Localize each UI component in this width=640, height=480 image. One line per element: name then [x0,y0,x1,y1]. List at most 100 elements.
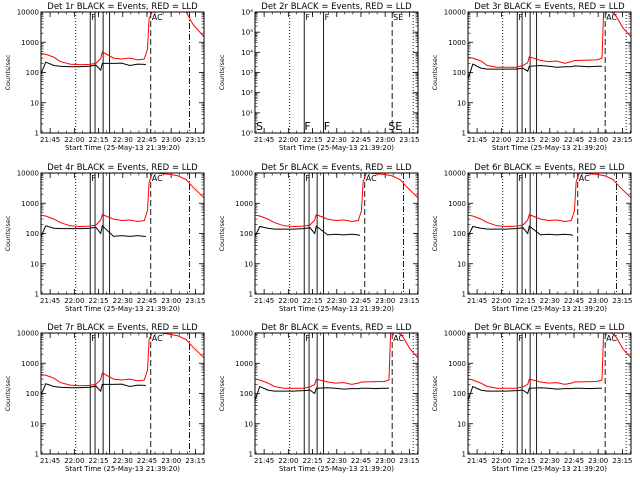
marker-label: AC [152,174,163,183]
x-tick-label: 22:15 [302,136,322,144]
x-tick-label: 23:00 [161,457,181,465]
x-tick-label: 22:00 [491,136,511,144]
y-tick-label: 1 [462,291,466,299]
y-tick-label: 100 [453,390,466,398]
y-tick-label: 100 [453,230,466,238]
plot-frame [254,332,419,455]
x-tick-label: 22:45 [137,297,157,305]
panel-5: Det 5r BLACK = Events, RED = LLD Counts/s… [218,163,419,313]
panel-title: Det 4r BLACK = Events, RED = LLD [47,163,198,173]
y-tick-label: 1000 [21,360,39,368]
panel-2: Det 2r BLACK = Events, RED = LLD Counts/s… [218,2,419,152]
panel-8: Det 8r BLACK = Events, RED = LLD Counts/s… [218,323,419,473]
series-events-line [41,61,147,75]
y-axis-label: Counts/sec [218,54,226,90]
x-tick-label: 22:00 [64,457,84,465]
x-tick-label: 22:45 [351,136,371,144]
panel-1: Det 1r BLACK = Events, RED = LLD Counts/s… [4,2,205,152]
x-tick-label: 21:45 [254,297,274,305]
series-lld-line [41,12,204,66]
y-tick-label: 10⁴ [241,49,253,57]
marker-label-bottom: F [304,120,310,133]
marker-label: AC [606,334,617,343]
x-tick-label: 23:15 [185,136,205,144]
marker-label: F [325,13,330,22]
y-tick-label: 10000 [17,330,39,338]
x-axis-label: Start Time (25-May-13 21:39:20) [279,465,394,473]
marker-label: F [91,174,96,183]
y-tick-label: 10000 [444,330,466,338]
x-axis-label: Start Time (25-May-13 21:39:20) [279,305,394,313]
series-events-line [255,385,389,401]
x-tick-label: 22:15 [88,297,108,305]
plot-frame [254,172,419,295]
y-tick-label: 10 [30,99,39,107]
plot-frame [254,11,419,134]
series-events-line [468,385,602,401]
x-tick-label: 22:45 [564,457,584,465]
panel-9: Det 9r BLACK = Events, RED = LLD Counts/s… [431,323,632,473]
x-tick-label: 22:45 [564,136,584,144]
y-tick-label: 10000 [231,170,253,178]
x-tick-label: 22:15 [302,297,322,305]
y-tick-label: 1 [35,291,39,299]
y-tick-label: 100 [26,69,39,77]
y-tick-label: 100 [26,390,39,398]
y-tick-label: 10³ [241,69,253,77]
x-tick-label: 22:45 [137,136,157,144]
marker-label-bottom: SE [388,120,402,133]
plot-frame [40,172,205,295]
y-tick-label: 10 [244,420,253,428]
x-tick-label: 22:30 [113,457,133,465]
series-lld-line [468,333,631,389]
y-tick-label: 1000 [448,360,466,368]
x-tick-label: 21:45 [254,457,274,465]
y-tick-label: 1000 [448,200,466,208]
x-tick-label: 22:30 [113,136,133,144]
series-lld-line [468,12,631,68]
y-tick-label: 10 [457,99,466,107]
panel-title: Det 1r BLACK = Events, RED = LLD [47,2,198,12]
y-axis-label: Counts/sec [4,375,12,411]
x-tick-label: 23:00 [375,136,395,144]
marker-label: AC [366,174,377,183]
y-tick-label: 1000 [448,39,466,47]
y-tick-label: 100 [26,230,39,238]
y-tick-label: 10 [244,260,253,268]
y-tick-label: 10² [241,89,253,97]
series-events-line [41,224,146,237]
series-lld-line [468,173,631,228]
panel-4: Det 4r BLACK = Events, RED = LLD Counts/s… [4,163,205,313]
y-axis-label: Counts/sec [431,375,439,411]
x-tick-label: 23:00 [375,457,395,465]
plot-frame [467,172,632,295]
series-events-line [255,225,361,237]
x-tick-label: 21:45 [40,136,60,144]
x-tick-label: 22:00 [64,136,84,144]
series-events-line [468,225,574,237]
panel-title: Det 7r BLACK = Events, RED = LLD [47,323,198,333]
y-tick-label: 10000 [231,330,253,338]
x-tick-label: 23:15 [612,457,632,465]
x-tick-label: 21:45 [467,136,487,144]
panel-title: Det 8r BLACK = Events, RED = LLD [261,323,412,333]
y-tick-label: 100 [453,69,466,77]
plot-frame [40,332,205,455]
y-tick-label: 10000 [444,9,466,17]
panel-7: Det 7r BLACK = Events, RED = LLD Counts/s… [4,323,205,473]
marker-label: F [518,334,523,343]
series-events-line [468,63,602,80]
series-events-line [41,383,147,396]
panel-title: Det 6r BLACK = Events, RED = LLD [474,163,625,173]
x-tick-label: 22:30 [113,297,133,305]
x-tick-label: 23:15 [399,136,419,144]
x-tick-label: 22:45 [351,457,371,465]
x-tick-label: 22:45 [564,297,584,305]
x-tick-label: 21:45 [467,297,487,305]
y-tick-label: 1 [462,451,466,459]
y-tick-label: 10⁰ [241,130,253,138]
plot-frame [40,11,205,134]
x-tick-label: 22:15 [515,136,535,144]
x-tick-label: 23:15 [612,136,632,144]
